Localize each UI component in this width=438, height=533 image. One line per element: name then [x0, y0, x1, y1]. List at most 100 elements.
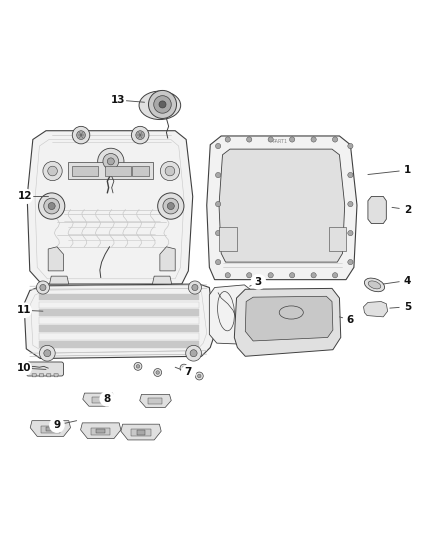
- Polygon shape: [160, 247, 175, 271]
- Text: 7: 7: [185, 367, 192, 377]
- Polygon shape: [81, 423, 121, 439]
- Circle shape: [348, 143, 353, 149]
- Ellipse shape: [279, 306, 304, 319]
- Circle shape: [165, 166, 175, 176]
- Circle shape: [44, 198, 60, 214]
- Circle shape: [399, 201, 415, 217]
- Text: PART1: PART1: [273, 139, 288, 144]
- Circle shape: [163, 198, 179, 214]
- Polygon shape: [152, 276, 172, 284]
- Circle shape: [332, 137, 338, 142]
- Circle shape: [348, 173, 353, 177]
- Polygon shape: [207, 136, 357, 280]
- Circle shape: [16, 302, 32, 318]
- Circle shape: [134, 362, 142, 370]
- Polygon shape: [49, 276, 69, 284]
- Circle shape: [99, 391, 115, 407]
- Polygon shape: [83, 393, 114, 406]
- Bar: [148, 398, 162, 404]
- Polygon shape: [39, 374, 44, 377]
- Bar: [39, 325, 199, 332]
- Circle shape: [167, 203, 174, 209]
- Circle shape: [195, 372, 203, 380]
- Circle shape: [18, 189, 33, 204]
- Polygon shape: [48, 247, 64, 271]
- Circle shape: [348, 260, 353, 265]
- Text: 9: 9: [53, 420, 60, 430]
- Circle shape: [180, 364, 188, 372]
- Circle shape: [48, 203, 55, 209]
- Circle shape: [160, 161, 180, 181]
- Text: 1: 1: [404, 165, 411, 175]
- Circle shape: [131, 126, 149, 144]
- Text: 10: 10: [17, 363, 32, 373]
- Circle shape: [186, 345, 201, 361]
- Polygon shape: [46, 374, 51, 377]
- FancyBboxPatch shape: [26, 362, 64, 376]
- Circle shape: [215, 173, 221, 177]
- Circle shape: [247, 273, 252, 278]
- Polygon shape: [32, 374, 36, 377]
- Polygon shape: [364, 302, 388, 317]
- Polygon shape: [368, 197, 386, 223]
- Circle shape: [148, 91, 177, 118]
- Bar: [39, 302, 199, 308]
- Polygon shape: [30, 421, 71, 437]
- Circle shape: [156, 371, 159, 374]
- Circle shape: [188, 281, 201, 294]
- Bar: [91, 428, 110, 435]
- Circle shape: [158, 193, 184, 219]
- Circle shape: [16, 360, 32, 376]
- Circle shape: [159, 101, 166, 108]
- Circle shape: [39, 193, 65, 219]
- Ellipse shape: [368, 281, 381, 289]
- Circle shape: [399, 299, 415, 314]
- Ellipse shape: [364, 278, 385, 292]
- Circle shape: [39, 345, 55, 361]
- Polygon shape: [121, 424, 161, 440]
- Text: 5: 5: [404, 302, 411, 312]
- Bar: [137, 430, 145, 435]
- Text: 6: 6: [347, 315, 354, 325]
- Circle shape: [180, 365, 196, 381]
- Bar: [92, 397, 106, 403]
- Circle shape: [268, 137, 273, 142]
- Circle shape: [251, 274, 266, 290]
- Circle shape: [348, 201, 353, 207]
- Polygon shape: [24, 284, 215, 359]
- Circle shape: [343, 312, 358, 328]
- Text: 12: 12: [18, 191, 33, 201]
- Bar: [96, 429, 105, 433]
- Circle shape: [225, 137, 230, 142]
- Circle shape: [154, 96, 171, 113]
- Circle shape: [311, 273, 316, 278]
- Circle shape: [268, 273, 273, 278]
- Bar: [72, 166, 98, 176]
- Text: 13: 13: [111, 95, 126, 105]
- Bar: [39, 317, 199, 324]
- Circle shape: [215, 230, 221, 236]
- Circle shape: [43, 161, 62, 181]
- Circle shape: [192, 285, 198, 290]
- Circle shape: [399, 162, 415, 178]
- Bar: [46, 427, 55, 431]
- Polygon shape: [245, 296, 333, 341]
- Circle shape: [311, 137, 316, 142]
- Polygon shape: [234, 288, 341, 356]
- Circle shape: [136, 131, 145, 140]
- Circle shape: [332, 273, 338, 278]
- Polygon shape: [27, 131, 193, 284]
- Polygon shape: [209, 285, 253, 344]
- Bar: [105, 166, 131, 176]
- Circle shape: [103, 154, 119, 169]
- Circle shape: [36, 281, 49, 294]
- Bar: [39, 341, 199, 348]
- Bar: [328, 227, 346, 251]
- Circle shape: [154, 368, 162, 376]
- Circle shape: [225, 273, 230, 278]
- Circle shape: [290, 137, 295, 142]
- Bar: [39, 333, 199, 340]
- Circle shape: [44, 350, 51, 357]
- Circle shape: [215, 201, 221, 207]
- Circle shape: [182, 366, 186, 370]
